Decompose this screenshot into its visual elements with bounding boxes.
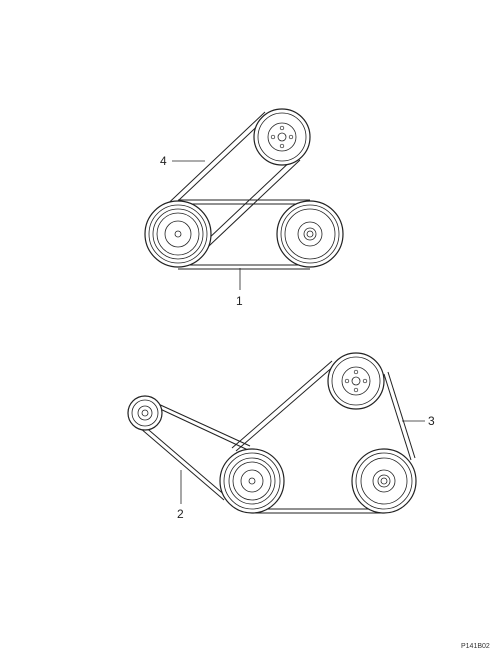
callout-2: 2	[177, 507, 184, 521]
pulley-lower-bottom-right	[351, 448, 417, 514]
belt-1	[178, 199, 310, 270]
pulley-upper-right	[276, 200, 344, 268]
belt-2	[139, 396, 251, 501]
belt-4	[157, 111, 301, 263]
callout-4: 4	[160, 154, 167, 168]
callout-1: 1	[236, 294, 243, 308]
figure-reference: P141B02	[461, 643, 490, 650]
callout-3: 3	[428, 414, 435, 428]
pulley-lower-idler	[127, 395, 163, 431]
pulley-upper-top	[253, 108, 311, 166]
lower-belt-assembly	[127, 352, 425, 514]
belt-3	[231, 360, 416, 514]
pulley-upper-left	[144, 200, 212, 268]
pulley-lower-top-right	[327, 352, 385, 410]
pulley-lower-crank	[219, 448, 285, 514]
upper-belt-assembly	[144, 108, 344, 290]
